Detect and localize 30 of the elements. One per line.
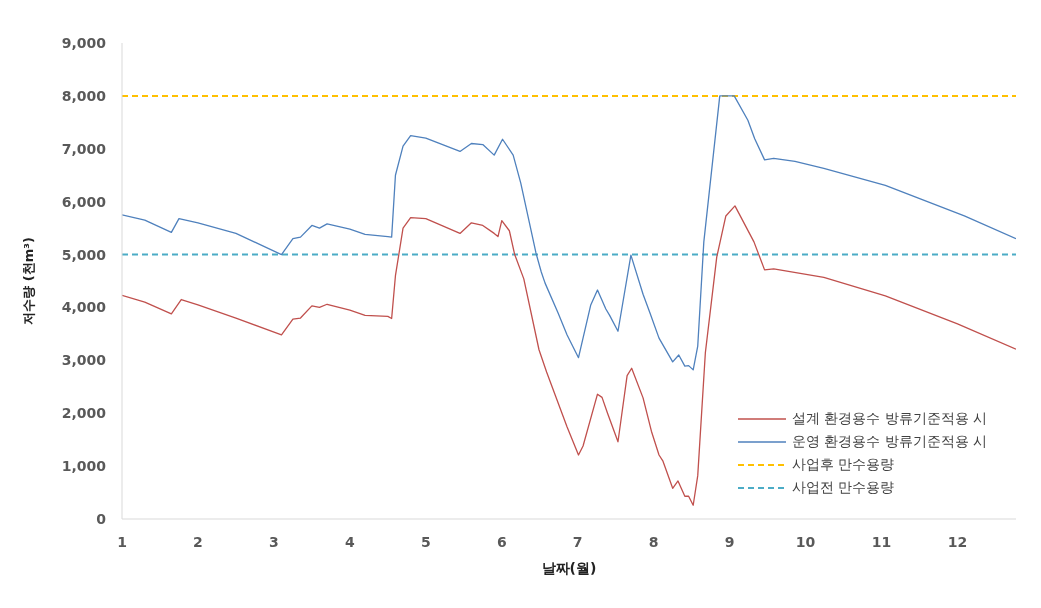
legend-label: 설계 환경용수 방류기준적용 시 xyxy=(791,409,987,428)
x-tick-label: 11 xyxy=(871,533,892,550)
y-tick-label: 6,000 xyxy=(61,193,107,210)
y-tick-label: 2,000 xyxy=(61,405,107,422)
x-axis-title: 날짜(월) xyxy=(541,560,597,576)
x-tick-label: 8 xyxy=(648,533,659,550)
line-series xyxy=(122,205,1016,506)
legend-label: 사업후 만수용량 xyxy=(791,455,895,474)
x-tick-label: 1 xyxy=(117,533,127,550)
legend-label: 사업전 만수용량 xyxy=(791,478,895,497)
x-tick-label: 6 xyxy=(496,533,507,550)
legend-label: 운영 환경용수 방류기준적용 시 xyxy=(791,432,987,451)
x-tick-label: 7 xyxy=(572,533,583,550)
y-tick-label: 0 xyxy=(96,510,107,527)
x-tick-label: 5 xyxy=(420,533,431,550)
x-tick-label: 9 xyxy=(724,533,735,550)
y-tick-label: 3,000 xyxy=(61,352,107,369)
y-tick-label: 5,000 xyxy=(61,246,107,263)
y-axis-title: 저수량 (천m³) xyxy=(20,237,36,325)
y-tick-label: 8,000 xyxy=(61,87,107,104)
y-tick-label: 7,000 xyxy=(61,140,107,157)
x-tick-label: 10 xyxy=(795,533,816,550)
x-tick-label: 12 xyxy=(947,533,968,550)
x-tick-label: 2 xyxy=(193,533,203,550)
y-tick-label: 9,000 xyxy=(61,34,107,51)
x-tick-label: 3 xyxy=(269,533,279,550)
line-series xyxy=(122,95,1016,371)
x-tick-label: 4 xyxy=(344,533,355,550)
y-tick-label: 4,000 xyxy=(61,299,107,316)
y-tick-label: 1,000 xyxy=(61,458,107,475)
